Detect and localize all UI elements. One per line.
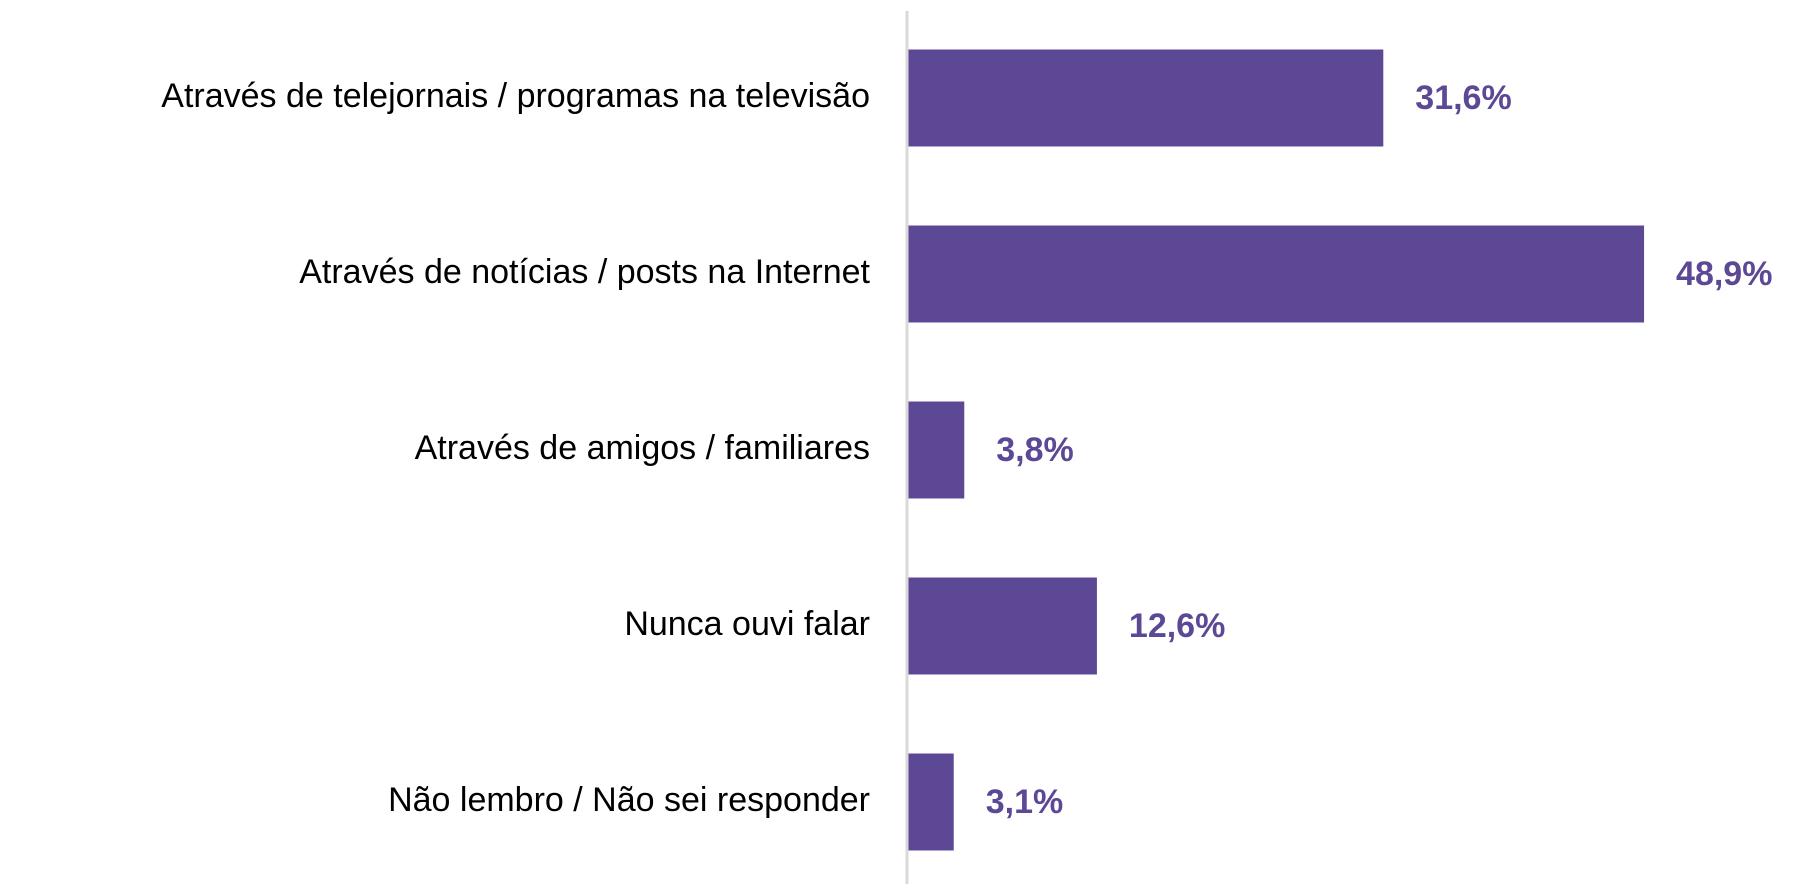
- value-label: 3,8%: [996, 431, 1074, 469]
- value-label: 3,1%: [986, 783, 1064, 821]
- category-label: Nunca ouvi falar: [624, 605, 870, 643]
- bar: [907, 577, 1097, 675]
- bar: [907, 753, 954, 851]
- category-label: Não lembro / Não sei responder: [388, 781, 870, 819]
- category-label: Através de amigos / familiares: [415, 429, 870, 467]
- category-label: Através de telejornais / programas na te…: [161, 77, 870, 115]
- bar: [907, 225, 1645, 323]
- bar: [907, 401, 965, 499]
- category-label: Através de notícias / posts na Internet: [299, 253, 870, 291]
- value-label: 31,6%: [1415, 79, 1511, 117]
- value-label: 48,9%: [1676, 255, 1772, 293]
- value-label: 12,6%: [1129, 607, 1225, 645]
- bar: [907, 49, 1384, 147]
